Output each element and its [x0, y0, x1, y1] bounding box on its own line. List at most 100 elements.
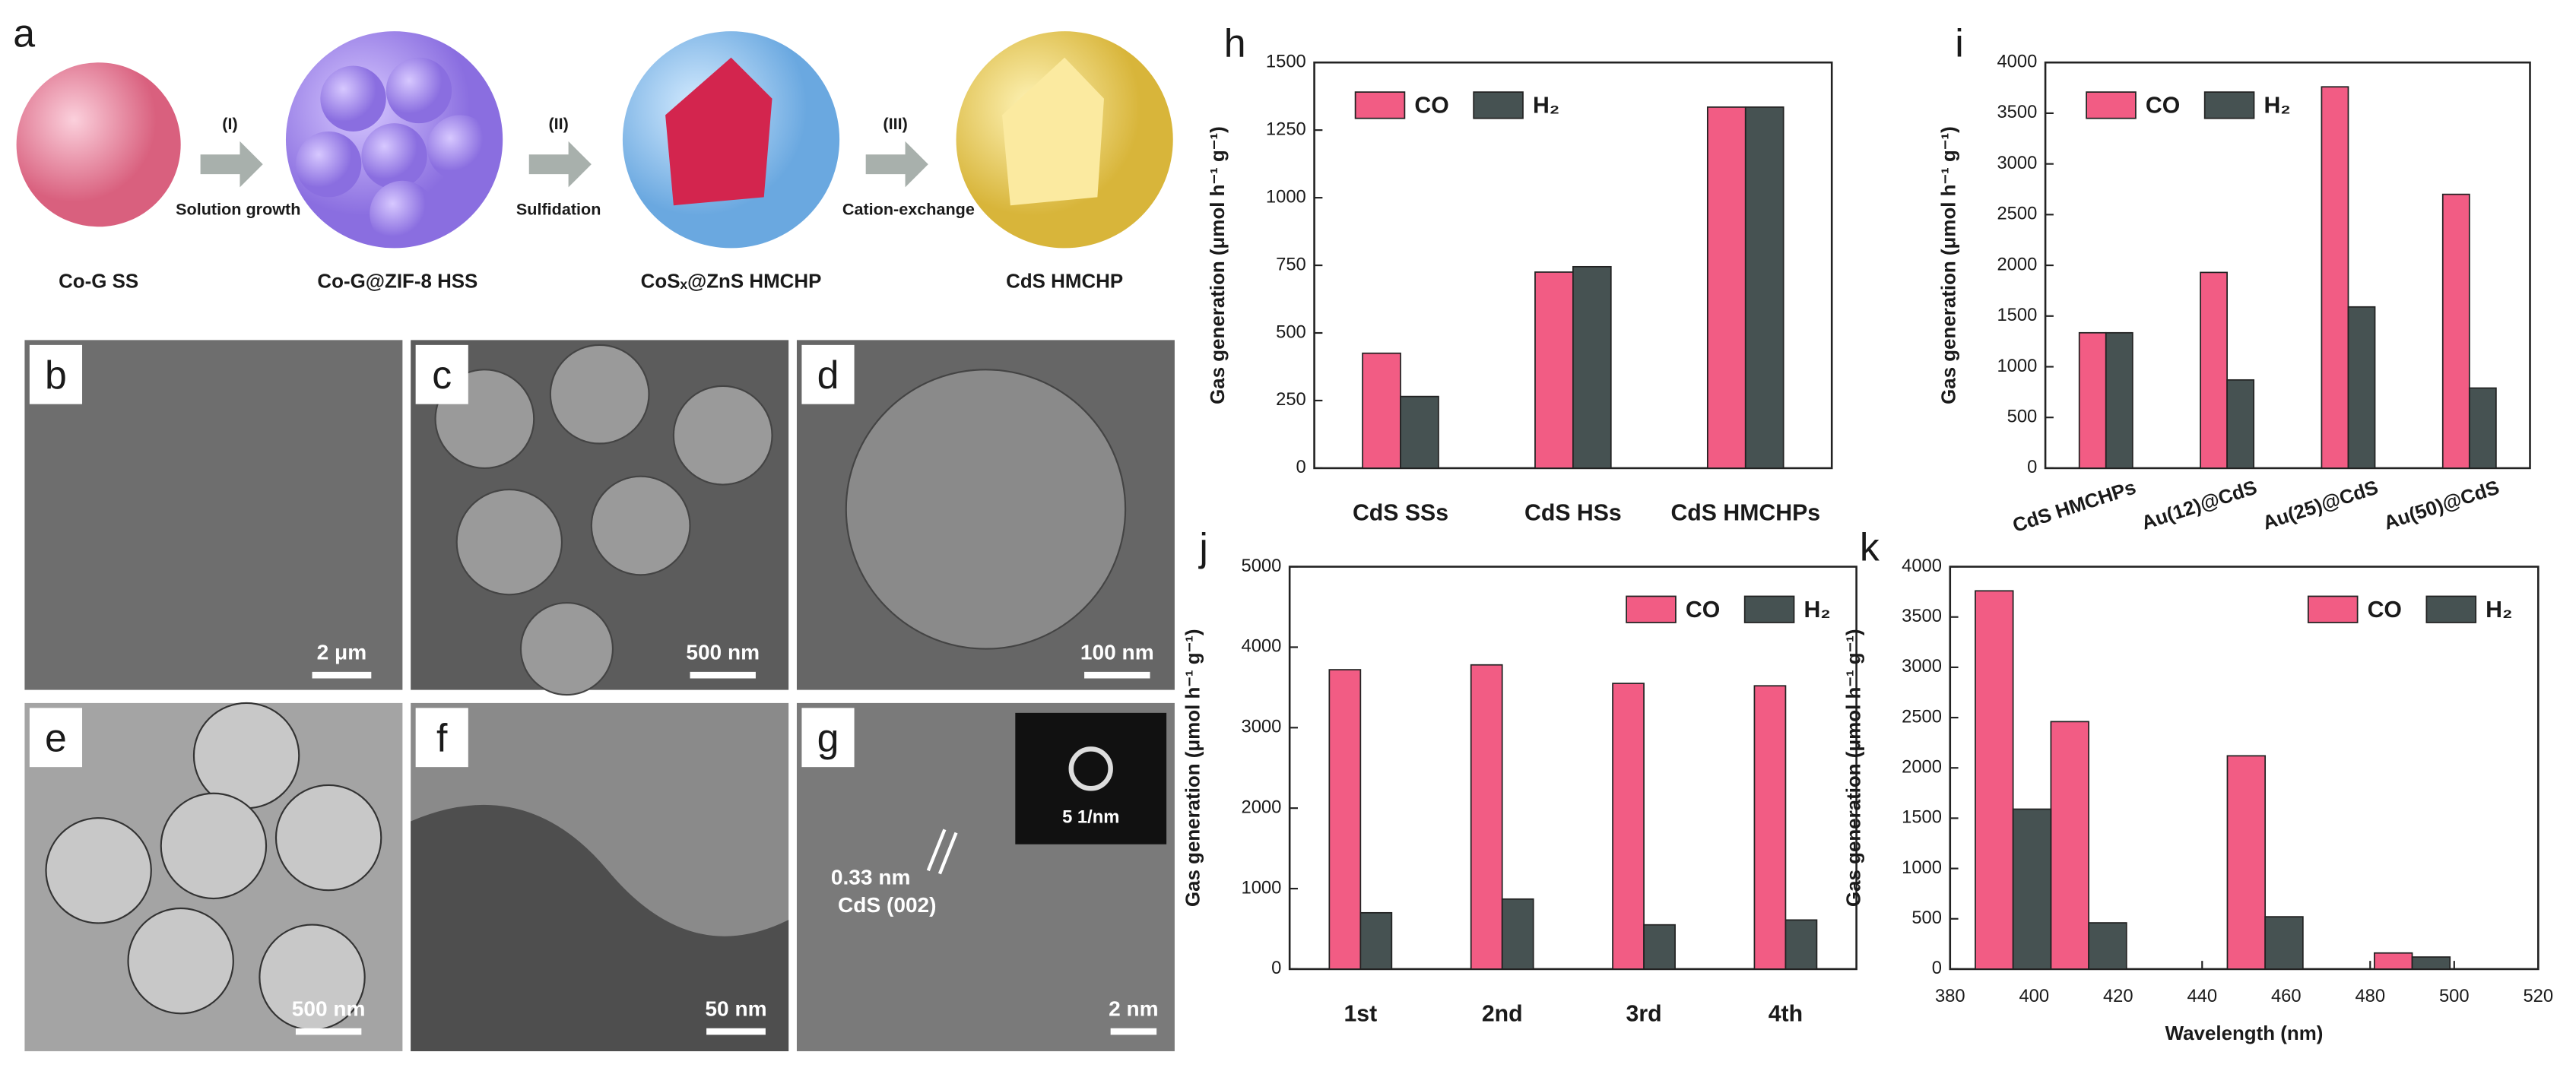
y-tick-label: 2000 — [1902, 757, 1942, 778]
bar — [1400, 395, 1439, 469]
y-tick-label: 1500 — [1902, 807, 1942, 828]
y-tick-label: 1250 — [1266, 119, 1306, 139]
x-tick-label: 520 — [2523, 986, 2553, 1006]
legend-label: CO — [2146, 93, 2180, 119]
step-process: Cation-exchange — [842, 199, 975, 218]
bar — [2050, 721, 2089, 970]
bar — [1362, 352, 1401, 469]
sphere-cluster — [956, 31, 1173, 249]
scale-bar-label: 2 nm — [1109, 997, 1159, 1020]
x-tick-label: 420 — [2103, 986, 2133, 1006]
bar — [1501, 898, 1534, 970]
bar — [2264, 916, 2304, 970]
legend-label: H₂ — [1804, 597, 1830, 623]
x-tick-label: CdS HSs — [1524, 500, 1622, 525]
y-tick-label: 4000 — [1242, 636, 1282, 657]
bar — [1612, 683, 1645, 970]
bar — [1753, 685, 1787, 970]
step-process: Solution growth — [176, 199, 300, 218]
scale-bar — [295, 671, 1157, 1035]
y-tick-label: 4000 — [1997, 51, 2037, 71]
y-tick-label: 500 — [1911, 908, 1942, 928]
panel-label: f — [436, 715, 448, 759]
y-tick-label: 0 — [1932, 958, 1942, 978]
y-tick-label: 4000 — [1902, 556, 1942, 576]
x-tick-label: CdS HMCHPs — [2010, 477, 2139, 537]
sphere — [16, 62, 181, 227]
y-tick-label: 500 — [2007, 406, 2038, 426]
x-tick-label: Au(12)@CdS — [2139, 477, 2260, 534]
x-tick-label: 2nd — [1482, 1001, 1523, 1026]
x-tick-label: Au(25)@CdS — [2260, 477, 2381, 534]
legend-swatch — [1743, 595, 1795, 623]
y-tick-label: 1500 — [1266, 51, 1306, 71]
scale-bar-label: 100 nm — [1080, 640, 1154, 664]
bar — [2373, 952, 2413, 970]
y-tick-label: 0 — [2027, 457, 2037, 477]
y-tick-label: 0 — [1296, 457, 1306, 477]
bar — [1359, 911, 1393, 970]
y-tick-label: 5000 — [1242, 556, 1282, 576]
bar — [2347, 306, 2376, 469]
charts: h Gas generation (μmol h⁻¹ g⁻¹) 0 250 500 750… — [1183, 21, 2553, 1044]
x-axis-title: Wavelength (nm) — [2165, 1023, 2324, 1044]
y-tick-label: 2000 — [1242, 797, 1282, 817]
x-tick-label: CdS HMCHPs — [1670, 500, 1820, 525]
legend-swatch — [2425, 595, 2477, 623]
panel-letter-box — [29, 344, 855, 768]
bar — [2411, 956, 2451, 970]
bar — [1328, 669, 1362, 970]
bar — [2200, 271, 2228, 469]
bar — [2226, 379, 2255, 469]
x-tick-label: CdS SSs — [1353, 500, 1448, 525]
panel-label: i — [1955, 21, 1964, 65]
y-tick-label: 3500 — [1902, 606, 1942, 626]
x-tick-label: 1st — [1344, 1001, 1377, 1026]
x-tick-label: 3rd — [1626, 1001, 1662, 1026]
panel-label: h — [1224, 21, 1246, 65]
micrograph — [24, 340, 1175, 1051]
legend-label: H₂ — [2486, 597, 2512, 623]
panel-label: c — [432, 353, 452, 397]
legend-swatch — [2307, 595, 2359, 623]
y-tick-label: 500 — [1276, 322, 1306, 342]
sphere-cluster — [285, 31, 503, 249]
bar — [2078, 331, 2107, 469]
y-tick-label: 2000 — [1997, 254, 2037, 274]
arrow — [200, 141, 928, 188]
panel-label: j — [1198, 525, 1208, 569]
step-number: (I) — [222, 114, 237, 133]
panel-label: e — [45, 715, 67, 759]
panel-label: b — [45, 353, 67, 397]
y-tick-label: 750 — [1276, 254, 1306, 274]
y-tick-label: 0 — [1271, 958, 1281, 978]
y-tick-label: 1000 — [1902, 857, 1942, 878]
bar — [1744, 106, 1784, 469]
y-tick-label: 1000 — [1997, 356, 2037, 376]
legend-swatch — [2086, 91, 2137, 119]
legend-swatch — [2203, 91, 2255, 119]
product-label: Co-G SS — [59, 271, 138, 293]
y-tick-label: 2500 — [1902, 706, 1942, 727]
product-label: Co-G@ZIF-8 HSS — [317, 271, 477, 293]
y-tick-label: 250 — [1276, 389, 1306, 410]
scale-bar-label: 2 μm — [317, 640, 367, 664]
annotation: CdS (002) — [838, 893, 937, 917]
scale-bar-label: 500 nm — [292, 997, 366, 1020]
scale-bar-label: 50 nm — [705, 997, 766, 1020]
y-axis-title: Gas generation (μmol h⁻¹ g⁻¹) — [1843, 629, 1864, 907]
bar — [2321, 86, 2349, 469]
scale-bar-label: 500 nm — [686, 640, 760, 664]
x-tick-label: 480 — [2355, 986, 2385, 1006]
legend-label: H₂ — [2264, 93, 2290, 119]
step-number: (II) — [548, 114, 568, 133]
y-axis-title: Gas generation (μmol h⁻¹ g⁻¹) — [1183, 629, 1204, 907]
sphere-cluster — [622, 31, 840, 249]
y-tick-label: 3000 — [1242, 717, 1282, 737]
bar — [1706, 106, 1746, 469]
legend-label: CO — [1414, 93, 1448, 119]
bar — [2441, 193, 2470, 469]
legend-swatch — [1354, 91, 1406, 119]
step-process: Sulfidation — [516, 199, 601, 218]
panel-label: a — [13, 11, 35, 55]
